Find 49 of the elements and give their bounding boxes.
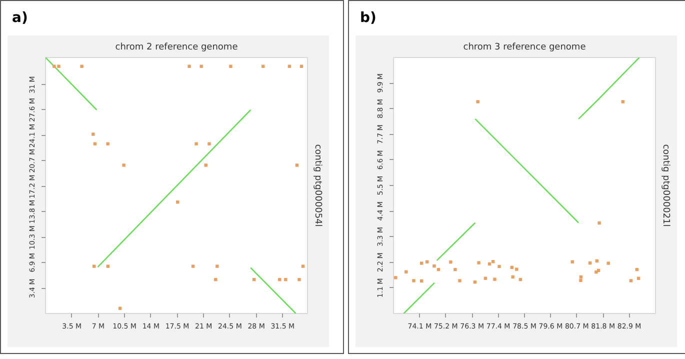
point (629, 279, 633, 282)
point (570, 260, 574, 264)
point (301, 264, 305, 268)
point (458, 279, 462, 282)
point (579, 278, 582, 282)
point (284, 278, 288, 282)
point (404, 270, 408, 274)
point (80, 64, 84, 68)
point (57, 64, 60, 68)
point (515, 268, 518, 271)
point (106, 264, 110, 268)
point (298, 278, 301, 282)
point (208, 142, 211, 146)
point (477, 261, 480, 264)
point (511, 275, 514, 279)
point (93, 142, 97, 146)
point (412, 279, 416, 282)
point (493, 278, 496, 281)
point (194, 142, 198, 146)
point (92, 132, 95, 136)
point (498, 264, 501, 268)
point (449, 260, 452, 264)
point (425, 260, 429, 264)
point (106, 142, 110, 146)
point (229, 64, 232, 68)
point (122, 164, 126, 167)
point (420, 262, 424, 265)
point (52, 64, 56, 68)
point (621, 100, 624, 104)
point (598, 221, 601, 225)
point (204, 164, 208, 167)
point (606, 262, 610, 265)
point (454, 268, 457, 272)
point (191, 264, 195, 268)
point (432, 264, 436, 268)
chart-title: chrom 3 reference genome (463, 42, 586, 52)
point (476, 100, 480, 104)
y-axis-title: contig ptg000021l (660, 144, 670, 227)
point (118, 306, 122, 310)
point (92, 264, 96, 268)
point (394, 276, 398, 280)
text: b) (360, 9, 376, 28)
y-axis-title: contig ptg000054l (312, 144, 322, 227)
point (295, 164, 299, 167)
point (216, 264, 219, 268)
chart-title: chrom 2 reference genome (115, 42, 238, 52)
point (200, 64, 203, 68)
text: a) (12, 9, 28, 28)
point (188, 64, 191, 68)
